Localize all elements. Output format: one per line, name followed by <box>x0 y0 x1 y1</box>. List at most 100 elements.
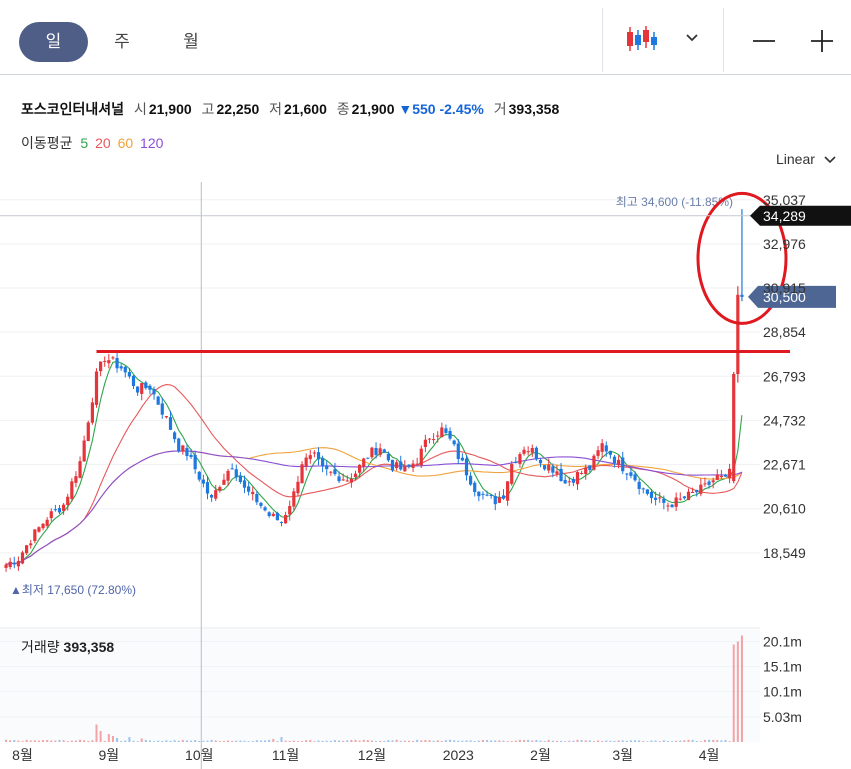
candle <box>592 455 596 470</box>
volume-bar <box>325 740 328 742</box>
candle <box>140 383 144 394</box>
volume-bar <box>13 740 16 742</box>
close-value: 21,900 <box>351 101 395 117</box>
candle <box>501 495 506 499</box>
candle <box>70 481 74 499</box>
candle <box>407 464 411 466</box>
y-tick-label: 26,793 <box>763 368 806 384</box>
volume-bar <box>333 740 336 742</box>
open-label: 시 <box>133 101 147 117</box>
candle <box>670 504 674 508</box>
candle <box>349 478 353 483</box>
candle <box>719 475 723 478</box>
minus-icon[interactable] <box>749 26 779 56</box>
annotations: 최고 34,600 (-11.85%) ▲최저 17,650 (72.80%) 34… <box>0 191 851 597</box>
candle <box>481 493 485 495</box>
candle <box>530 447 534 453</box>
volume-bar <box>420 740 423 742</box>
x-tick-label: 2월 <box>530 747 551 763</box>
chevron-down-icon[interactable] <box>683 28 701 46</box>
candle <box>345 480 349 482</box>
plus-icon[interactable] <box>807 26 837 56</box>
candle <box>612 456 617 464</box>
candlestick-icon[interactable] <box>622 24 662 54</box>
volume-bar <box>317 740 320 742</box>
candle <box>678 498 682 500</box>
y-tick-label: 28,854 <box>763 324 806 340</box>
candle <box>107 360 111 364</box>
ma60-label: 60 <box>117 135 134 151</box>
volume-bar <box>481 740 484 742</box>
candle <box>382 449 386 453</box>
volume-bar <box>658 741 661 742</box>
volume-bar <box>477 740 480 742</box>
volume-bar <box>576 739 579 742</box>
candle <box>300 464 304 484</box>
candle <box>686 491 691 501</box>
volume-bar <box>255 740 258 742</box>
volume-bar <box>54 740 57 742</box>
candle <box>567 481 571 483</box>
candle <box>378 448 382 455</box>
volume-bar <box>173 740 176 742</box>
candle <box>649 491 654 499</box>
candle <box>152 389 156 395</box>
candle <box>4 564 8 568</box>
candle <box>489 494 493 496</box>
candle <box>74 476 78 483</box>
volume-bar <box>194 740 197 742</box>
ma-label: 이동평균 <box>21 135 73 151</box>
volume-bar <box>654 740 657 742</box>
volume-bar <box>584 740 587 742</box>
price-chart[interactable]: 최고 34,600 (-11.85%) ▲최저 17,650 (72.80%) 34… <box>0 170 851 769</box>
candle <box>608 450 612 455</box>
candle <box>214 490 218 499</box>
volume-bar <box>214 740 217 742</box>
volume-bar <box>547 739 550 742</box>
scale-dropdown[interactable]: Linear <box>776 151 837 167</box>
candle <box>267 512 271 516</box>
volume-bar <box>629 740 632 742</box>
candle <box>136 386 140 393</box>
candle <box>57 508 62 513</box>
candle <box>325 465 329 470</box>
tab-week[interactable]: 주 <box>114 32 130 51</box>
candle <box>66 496 70 506</box>
volume-pane <box>0 629 760 742</box>
volume-bar <box>580 740 583 742</box>
candle <box>543 465 547 470</box>
volume-bar <box>391 740 394 742</box>
tab-day[interactable]: 일 <box>19 22 88 62</box>
candle <box>366 457 370 459</box>
volume-bar <box>161 740 164 742</box>
volume-bar <box>21 741 24 742</box>
tab-month[interactable]: 월 <box>183 32 199 51</box>
grid <box>0 182 760 769</box>
candle <box>193 454 197 470</box>
candle <box>518 454 522 464</box>
x-tick-label: 10월 <box>185 747 213 763</box>
candle <box>160 403 164 415</box>
candle <box>168 417 173 430</box>
volume-bar <box>116 738 119 742</box>
volume-bar <box>9 740 12 742</box>
volume-bar <box>428 740 431 742</box>
volume-bar <box>592 741 595 742</box>
candle <box>534 447 538 460</box>
volume-bar <box>399 740 402 742</box>
high-marker: 최고 34,600 (-11.85%) <box>616 195 733 209</box>
candle <box>703 483 707 485</box>
volume-bar <box>346 740 349 742</box>
volume-bar <box>720 740 723 742</box>
candle <box>16 560 20 567</box>
volume-bar <box>79 739 82 742</box>
candle <box>62 504 66 511</box>
candle <box>386 454 390 461</box>
volume-bar <box>185 740 188 742</box>
volume-bar <box>703 739 706 742</box>
candle <box>629 472 633 476</box>
candle <box>374 448 378 455</box>
volume-bar <box>218 741 221 742</box>
candle <box>444 428 448 433</box>
candle <box>156 396 160 405</box>
